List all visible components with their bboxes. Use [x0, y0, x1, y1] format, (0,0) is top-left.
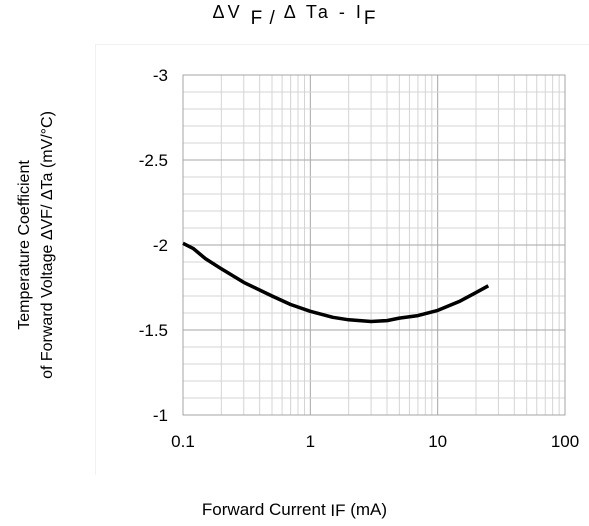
- x-tick-label: 0.1: [171, 432, 195, 451]
- x-axis-label-sub: IF: [330, 501, 346, 520]
- plot-panel: [95, 44, 589, 475]
- chart-title-sub2: F: [363, 8, 377, 29]
- chart-title: ΔV F / Δ Ta - IF: [0, 2, 589, 29]
- x-tick-label: 1: [306, 432, 315, 451]
- y-tick-label: -1.5: [139, 321, 168, 340]
- x-tick-label: 100: [551, 432, 579, 451]
- y-axis-label-line2: of Forward Voltage ΔVF/ ΔTa (mV/°C): [39, 111, 56, 379]
- y-tick-label: -1: [153, 406, 168, 425]
- y-axis-label-2: of Forward Voltage ΔVF/ ΔTa (mV/°C): [39, 111, 56, 379]
- y-tick-label: -2: [153, 236, 168, 255]
- x-tick-label: 10: [428, 432, 447, 451]
- series-line: [182, 241, 490, 324]
- x-axis-label-main: Forward Current: [201, 500, 331, 519]
- series-layer: [182, 241, 490, 324]
- x-axis-label-unit: (mA): [345, 500, 388, 519]
- y-tick-label: -3: [153, 66, 168, 85]
- y-tick-label: -2.5: [139, 151, 168, 170]
- tick-layer: 0.1 1 10 100 -3 -2.5 -2 -1.5 -1: [139, 66, 579, 451]
- chart-title-main: ΔV: [212, 2, 243, 22]
- x-axis-label: Forward Current IF (mA): [0, 500, 589, 520]
- y-axis-label-line1: Temperature Coefficient: [16, 160, 33, 330]
- y-axis-label: Temperature Coefficient: [16, 160, 33, 330]
- chart-title-sub1: F /: [250, 8, 276, 29]
- grid-layer: [182, 75, 566, 415]
- chart-title-mid: Δ Ta - I: [283, 2, 364, 22]
